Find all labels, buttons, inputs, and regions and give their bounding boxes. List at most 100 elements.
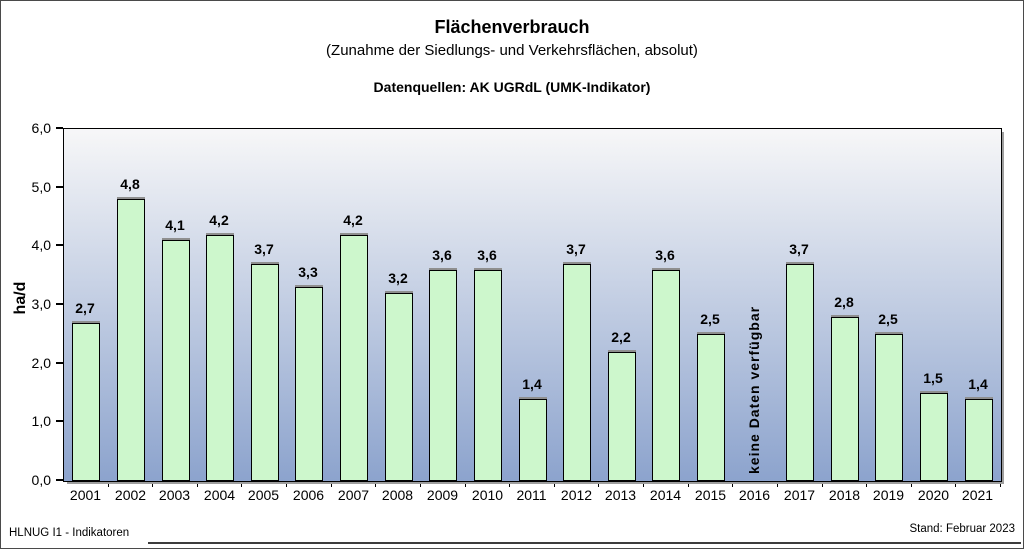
x-axis-tick xyxy=(286,481,287,487)
x-axis-tick xyxy=(241,481,242,487)
no-data-label: keine Daten verfügbar xyxy=(746,305,762,474)
x-axis-category-label: 2010 xyxy=(471,487,504,503)
chart-title: Flächenverbrauch xyxy=(434,17,590,37)
x-axis-category-label: 2018 xyxy=(828,487,861,503)
footer-divider xyxy=(148,542,1021,544)
x-axis-category-label: 2001 xyxy=(69,487,102,503)
bar-value-label: 4,2 xyxy=(209,212,229,228)
x-axis-tick xyxy=(955,481,956,487)
x-axis-tick xyxy=(777,481,778,487)
y-axis-tick-label: 1,0 xyxy=(31,413,51,429)
y-axis-tick xyxy=(56,479,63,481)
x-axis-category-label: 2009 xyxy=(426,487,459,503)
bar-value-label: 2,5 xyxy=(700,311,720,327)
x-axis-tick xyxy=(822,481,823,487)
x-axis-tick xyxy=(688,481,689,487)
bar-value-label: 3,7 xyxy=(789,241,809,257)
bar xyxy=(251,264,279,481)
bar xyxy=(340,235,368,481)
bar-value-label: 3,6 xyxy=(432,247,452,263)
x-axis-tick xyxy=(197,481,198,487)
bar xyxy=(563,264,591,481)
y-axis-tick-label: 4,0 xyxy=(31,237,51,253)
y-axis-tick xyxy=(56,244,63,246)
bar xyxy=(72,323,100,481)
bar xyxy=(920,393,948,481)
bar-value-label: 3,7 xyxy=(254,241,274,257)
bar xyxy=(831,317,859,481)
bar-value-label: 1,5 xyxy=(923,370,943,386)
bar xyxy=(206,235,234,481)
x-axis-tick xyxy=(643,481,644,487)
x-axis-category-label: 2017 xyxy=(783,487,816,503)
x-axis-category-label: 2014 xyxy=(649,487,682,503)
y-axis-tick xyxy=(56,186,63,188)
bar-value-label: 4,8 xyxy=(120,176,140,192)
y-axis-tick xyxy=(56,127,63,129)
y-axis-tick-label: 3,0 xyxy=(31,296,51,312)
x-axis-tick xyxy=(465,481,466,487)
x-axis-category-label: 2006 xyxy=(292,487,325,503)
bar xyxy=(786,264,814,481)
y-axis-tick-label: 2,0 xyxy=(31,355,51,371)
x-axis-category-label: 2011 xyxy=(516,487,547,503)
x-axis-category-label: 2007 xyxy=(337,487,370,503)
x-axis-tick xyxy=(375,481,376,487)
bar xyxy=(429,270,457,481)
bar xyxy=(385,293,413,481)
bar xyxy=(295,287,323,481)
x-axis-tick xyxy=(420,481,421,487)
bar xyxy=(474,270,502,481)
x-axis-tick xyxy=(108,481,109,487)
bar xyxy=(519,399,547,481)
bar-value-label: 1,4 xyxy=(968,376,988,392)
bar-value-label: 4,2 xyxy=(343,212,363,228)
bar-value-label: 3,6 xyxy=(477,247,497,263)
y-axis-tick xyxy=(56,420,63,422)
x-axis-category-label: 2013 xyxy=(604,487,637,503)
x-axis-tick xyxy=(554,481,555,487)
x-axis-category-label: 2002 xyxy=(114,487,147,503)
x-axis-category-label: 2012 xyxy=(560,487,593,503)
bar-value-label: 3,6 xyxy=(655,247,675,263)
x-axis-category-label: 2003 xyxy=(158,487,191,503)
x-axis-tick xyxy=(732,481,733,487)
chart-subtitle: (Zunahme der Siedlungs- und Verkehrsfläc… xyxy=(326,42,698,59)
bar xyxy=(875,334,903,481)
x-axis-category-label: 2020 xyxy=(917,487,950,503)
x-axis-category-label: 2016 xyxy=(738,487,771,503)
bar-value-label: 3,3 xyxy=(298,264,318,280)
bar-value-label: 2,8 xyxy=(834,294,854,310)
y-axis-tick xyxy=(56,362,63,364)
x-axis-tick xyxy=(911,481,912,487)
plot-area xyxy=(63,128,1002,482)
x-axis-tick xyxy=(509,481,510,487)
bar-value-label: 2,5 xyxy=(878,311,898,327)
bar-value-label: 3,2 xyxy=(388,270,408,286)
bar xyxy=(608,352,636,481)
bar-value-label: 4,1 xyxy=(165,217,185,233)
x-axis-category-label: 2019 xyxy=(872,487,905,503)
x-axis-tick xyxy=(331,481,332,487)
bar xyxy=(117,199,145,481)
x-axis-category-label: 2004 xyxy=(203,487,236,503)
x-axis-category-label: 2015 xyxy=(694,487,727,503)
bar xyxy=(652,270,680,481)
x-axis-tick xyxy=(866,481,867,487)
y-axis-tick-label: 6,0 xyxy=(31,120,51,136)
x-axis-category-label: 2021 xyxy=(961,487,994,503)
footer-date: Stand: Februar 2023 xyxy=(909,523,1016,535)
bar-value-label: 2,2 xyxy=(611,329,631,345)
y-axis-tick xyxy=(56,303,63,305)
x-axis-tick xyxy=(598,481,599,487)
x-axis-tick xyxy=(152,481,153,487)
bar xyxy=(162,240,190,481)
x-axis-category-label: 2005 xyxy=(247,487,280,503)
x-axis-tick xyxy=(1000,481,1001,487)
bar xyxy=(697,334,725,481)
footer-credit: HLNUG I1 - Indikatoren xyxy=(9,527,130,539)
x-axis-category-label: 2008 xyxy=(381,487,414,503)
y-axis-tick-label: 0,0 xyxy=(31,472,51,488)
bar-value-label: 2,7 xyxy=(75,300,95,316)
